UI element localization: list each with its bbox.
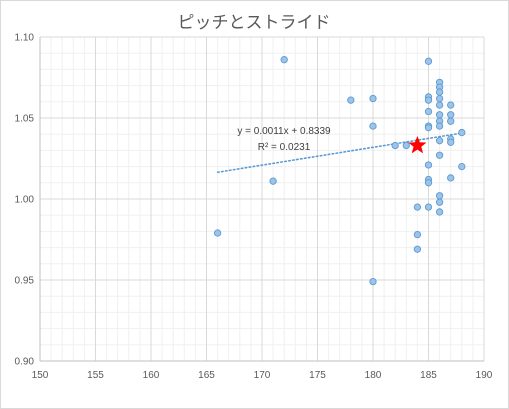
data-point: [435, 122, 444, 130]
data-point: [424, 96, 433, 104]
x-tick-label: 185: [420, 370, 437, 381]
data-point: [424, 161, 433, 169]
data-point: [424, 179, 433, 187]
highlight-marker: [408, 135, 427, 154]
trendline-r-squared: R² = 0.0231: [258, 142, 311, 153]
data-point: [413, 230, 422, 239]
y-axis-ticks: 0.90 0.95 1.00 1.05 1.10: [15, 33, 35, 368]
data-point: [435, 137, 444, 145]
data-point: [435, 94, 444, 103]
data-point: [435, 192, 444, 200]
y-tick-label: 0.95: [15, 276, 35, 287]
data-points: [213, 56, 466, 286]
data-point: [447, 138, 455, 146]
x-tick-label: 180: [365, 370, 382, 381]
major-gridlines: [39, 36, 485, 362]
data-point: [435, 101, 444, 109]
data-point: [424, 107, 433, 116]
data-point: [280, 56, 288, 64]
trendline-equation: y = 0.0011x + 0.8339: [237, 126, 331, 137]
x-tick-label: 175: [309, 370, 326, 381]
x-tick-label: 150: [32, 370, 49, 381]
data-point: [413, 203, 422, 211]
data-point: [424, 203, 433, 211]
axes: [39, 37, 484, 362]
data-point: [447, 117, 455, 125]
data-point: [435, 111, 444, 119]
x-axis-ticks: 150 155 160 165 170 175 180 185 190: [32, 370, 493, 381]
x-tick-label: 190: [476, 370, 493, 381]
data-point: [424, 57, 433, 65]
data-point: [435, 208, 444, 216]
x-tick-label: 170: [254, 370, 271, 381]
data-point: [413, 245, 422, 253]
data-point: [347, 96, 355, 104]
trendline-path: [216, 132, 463, 174]
y-tick-label: 1.05: [15, 114, 35, 125]
data-point: [435, 198, 444, 206]
data-point: [213, 229, 222, 237]
y-tick-label: 1.00: [15, 195, 35, 206]
data-point: [402, 141, 410, 150]
data-point: [447, 101, 455, 109]
data-point: [369, 94, 377, 103]
data-point: [435, 88, 444, 96]
data-point: [447, 111, 455, 119]
chart-title: ピッチとストライド: [178, 13, 331, 33]
data-point: [269, 177, 277, 185]
x-tick-label: 155: [87, 370, 104, 381]
data-point: [424, 124, 433, 132]
trendline: [216, 132, 463, 174]
y-tick-label: 1.10: [15, 33, 35, 44]
x-tick-label: 165: [198, 370, 215, 381]
data-point: [458, 128, 466, 137]
data-point: [369, 122, 377, 130]
highlight-star: [408, 135, 427, 154]
data-point: [435, 151, 444, 159]
data-point: [447, 174, 455, 182]
data-point: [391, 141, 399, 150]
data-point: [458, 162, 466, 171]
y-tick-label: 0.90: [15, 357, 35, 368]
data-point: [369, 277, 377, 286]
x-tick-label: 160: [143, 370, 160, 381]
